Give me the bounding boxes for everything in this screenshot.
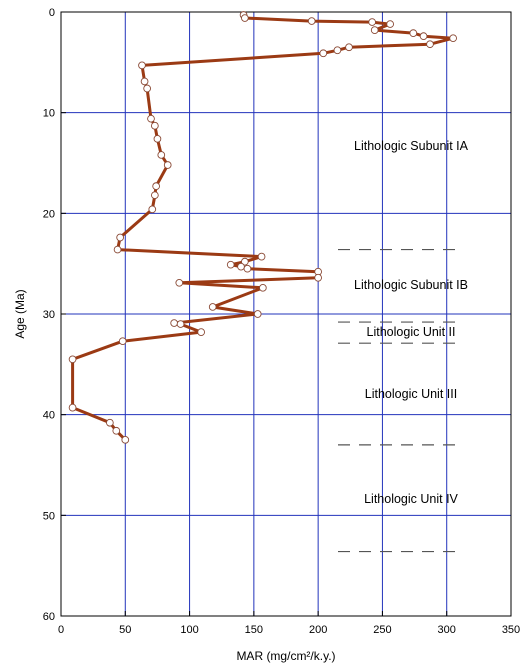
data-point [147, 114, 155, 123]
data-point [116, 233, 124, 242]
data-point [151, 121, 159, 130]
y-tick-label: 0 [49, 7, 55, 19]
data-point [151, 191, 159, 200]
data-point [138, 61, 146, 70]
data-point [386, 20, 394, 28]
data-point [409, 29, 418, 37]
data-point [112, 426, 121, 435]
y-tick-label: 60 [43, 611, 55, 623]
data-point [419, 32, 428, 41]
data-point [243, 264, 252, 273]
data-point [153, 134, 162, 143]
data-point [176, 320, 185, 328]
x-tick-label: 0 [58, 624, 64, 636]
x-tick-label: 300 [438, 624, 456, 636]
data-point [368, 18, 376, 26]
y-tick-label: 10 [43, 108, 55, 120]
label-unit-iv: Lithologic Unit IV [364, 492, 458, 506]
x-axis-ticks: 0 50 100 150 200 250 300 350 [58, 611, 520, 636]
label-subunit-ia: Lithologic Subunit IA [354, 139, 469, 153]
data-point [237, 262, 245, 271]
x-tick-label: 50 [119, 624, 131, 636]
data-point [106, 418, 114, 427]
data-point [226, 260, 235, 269]
data-point [143, 84, 151, 93]
data-point [163, 161, 172, 169]
y-tick-label: 20 [43, 208, 55, 220]
data-point [157, 151, 166, 159]
data-point [68, 355, 77, 364]
data-point [152, 182, 160, 191]
x-axis-title: MAR (mg/cm²/k.y.) [236, 649, 335, 663]
x-tick-label: 100 [180, 624, 198, 636]
data-point [370, 26, 379, 34]
data-point [314, 273, 322, 282]
y-tick-label: 40 [43, 410, 55, 422]
data-point [121, 435, 130, 444]
data-point [197, 328, 205, 336]
data-point [241, 257, 249, 266]
x-tick-label: 200 [309, 624, 327, 636]
data-point [257, 252, 266, 261]
y-tick-label: 50 [43, 510, 55, 522]
y-axis-ticks: 0 10 20 30 40 50 60 [43, 7, 66, 623]
data-point [333, 46, 342, 55]
lithologic-unit-labels: Lithologic Subunit IA Lithologic Subunit… [354, 139, 469, 506]
x-tick-label: 350 [502, 624, 520, 636]
data-point [253, 310, 262, 318]
y-axis-title: Age (Ma) [13, 289, 27, 338]
data-point [259, 283, 267, 292]
data-point [449, 34, 457, 43]
data-point [68, 403, 77, 412]
label-unit-iii: Lithologic Unit III [365, 387, 457, 401]
data-point [113, 245, 122, 254]
data-point [208, 303, 217, 311]
mar-series [68, 11, 457, 444]
data-point [241, 14, 249, 22]
x-tick-label: 250 [373, 624, 391, 636]
x-tick-label: 150 [245, 624, 263, 636]
y-tick-label: 30 [43, 309, 55, 321]
data-point [345, 43, 353, 52]
data-point [170, 319, 178, 327]
data-point [175, 278, 184, 287]
label-subunit-ib: Lithologic Subunit IB [354, 278, 468, 292]
data-point [148, 205, 157, 214]
data-point [426, 40, 434, 49]
data-point [118, 337, 127, 346]
data-point [140, 77, 149, 86]
data-point [319, 49, 328, 58]
label-unit-ii: Lithologic Unit II [367, 325, 456, 339]
data-point [307, 17, 316, 25]
